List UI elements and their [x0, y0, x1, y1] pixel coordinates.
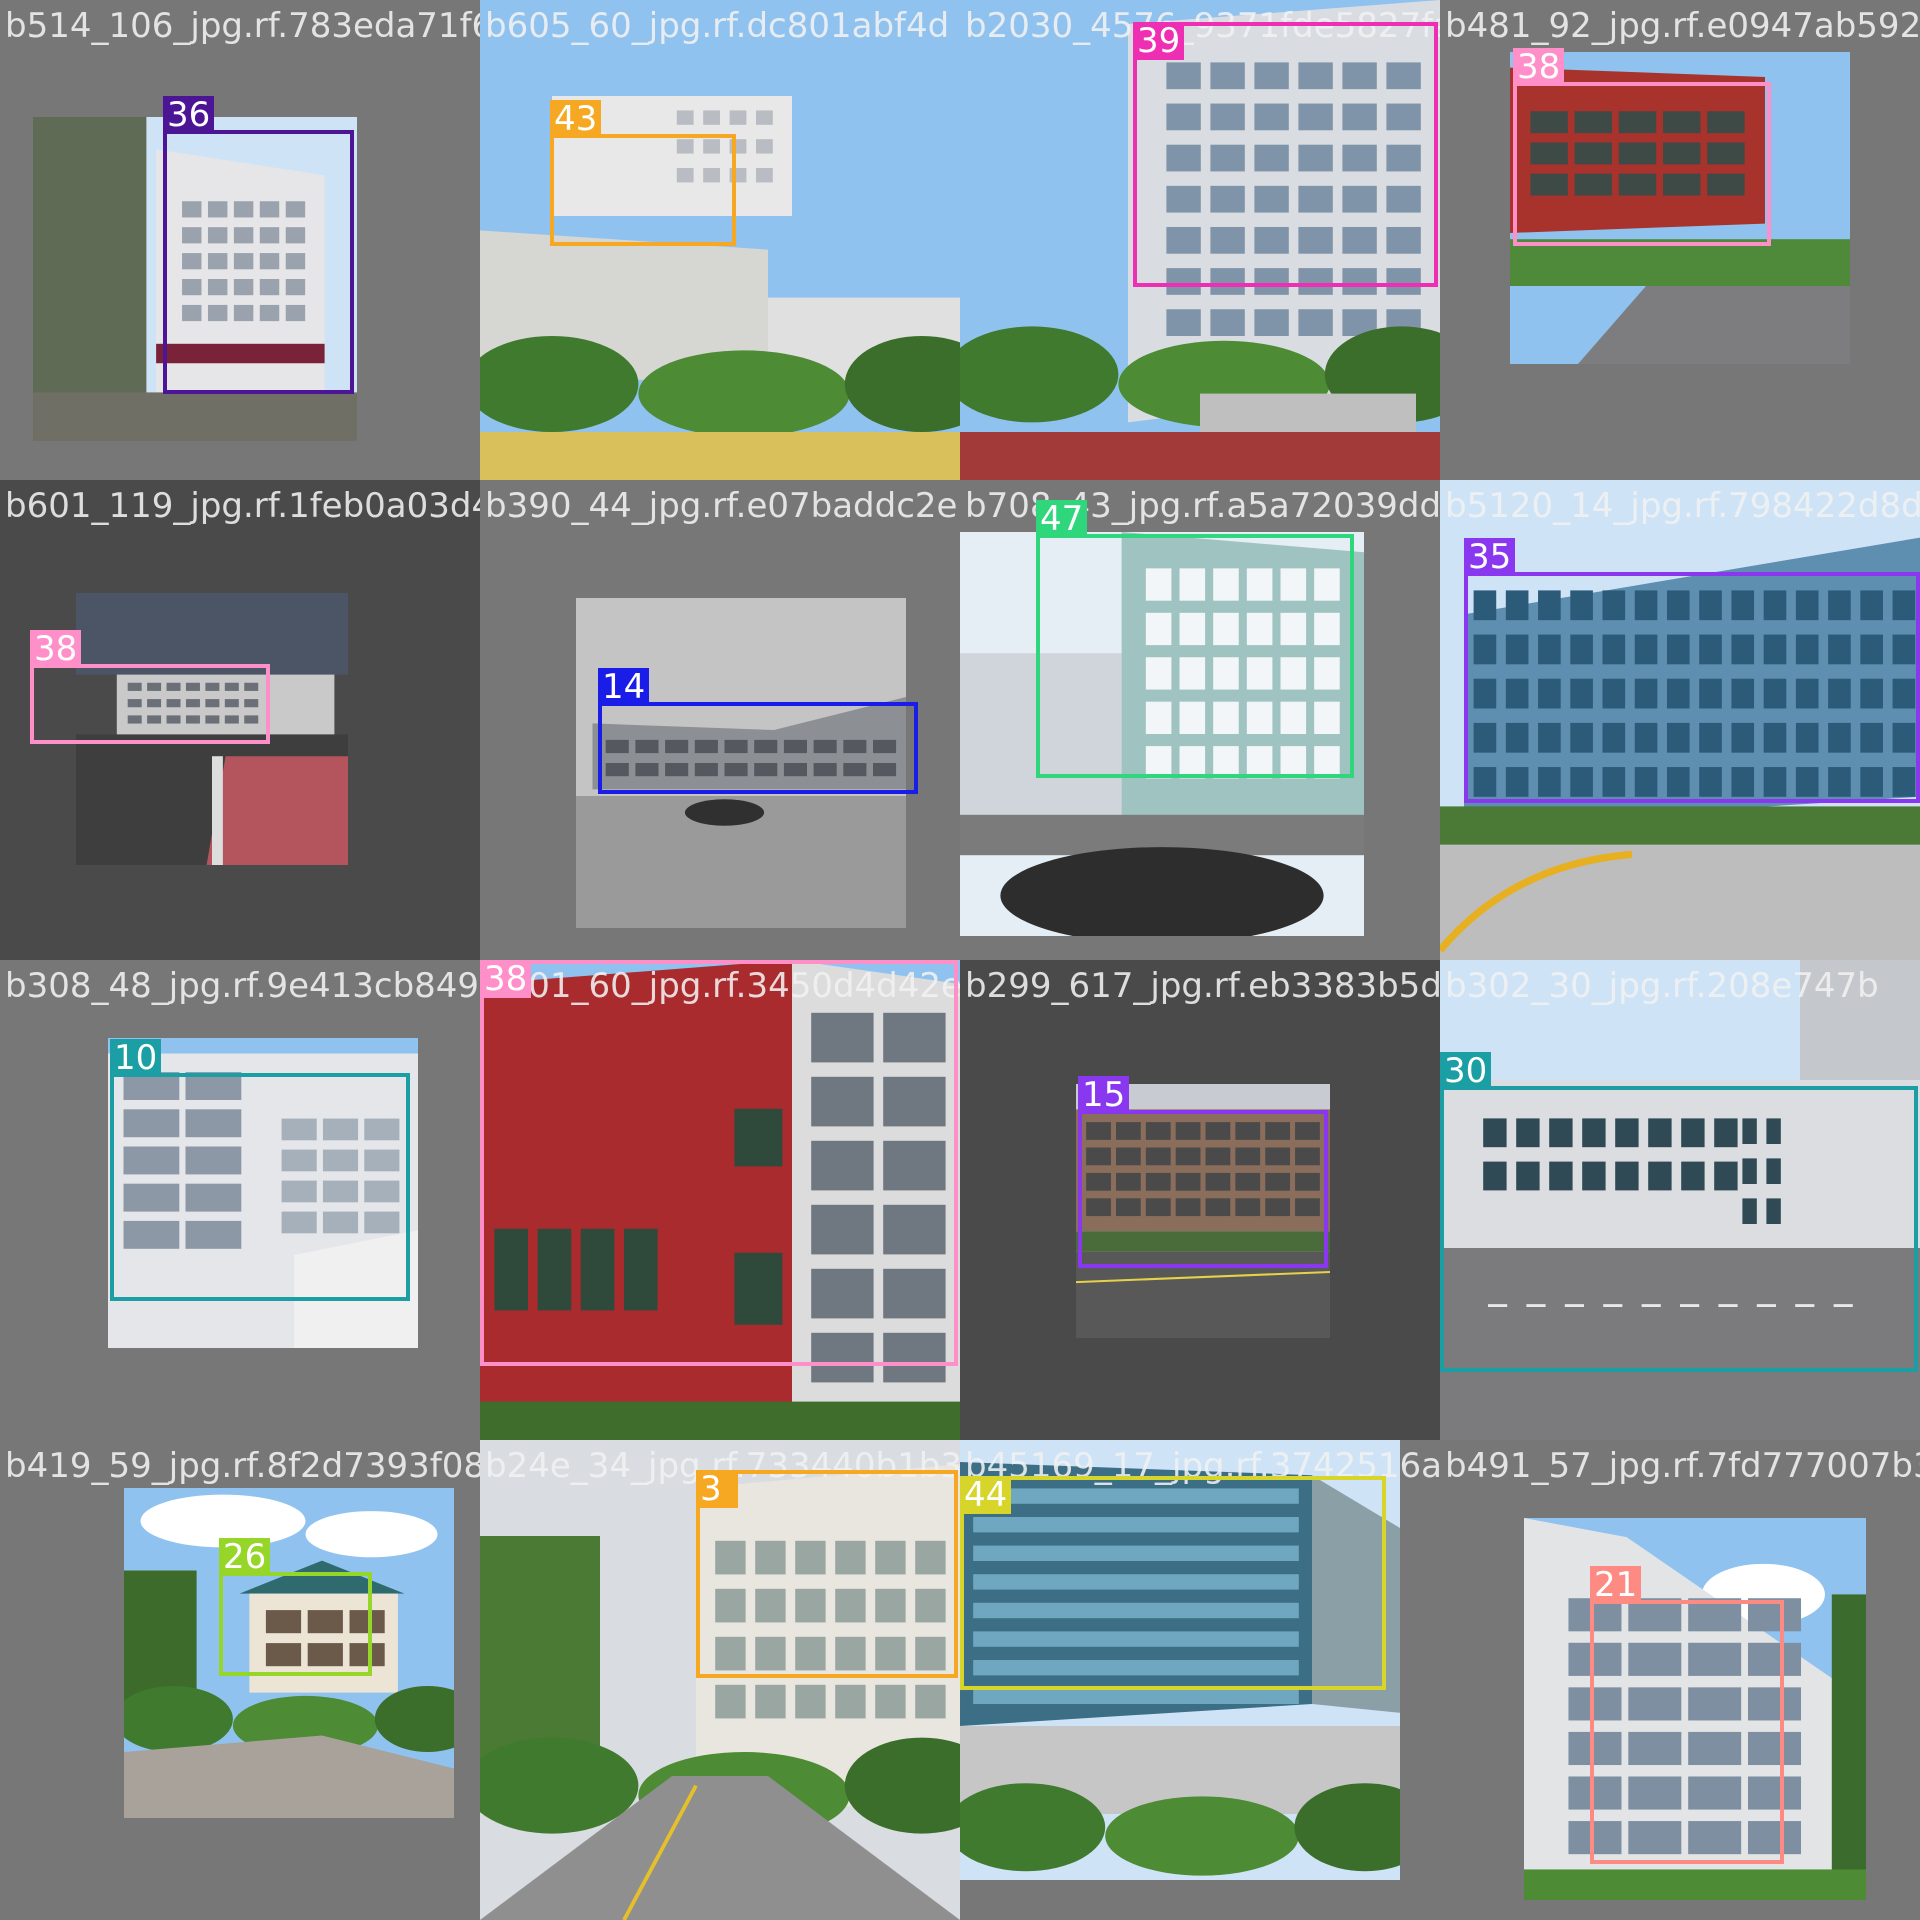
- mosaic-tile: b299_617_jpg.rf.eb3383b5da 15: [960, 960, 1440, 1440]
- building-photo: [480, 960, 960, 1440]
- building-photo: [33, 117, 357, 441]
- building-photo: [124, 1488, 454, 1818]
- class-label: 3: [696, 1470, 738, 1508]
- class-label: 30: [1440, 1052, 1492, 1090]
- image-filename: b302_30_jpg.rf.208e747b: [1445, 966, 1879, 1006]
- mosaic-tile: b605_60_jpg.rf.dc801abf4d 43: [480, 0, 960, 480]
- building-photo: [960, 532, 1364, 936]
- building-photo: [960, 0, 1440, 480]
- bounding-box: 35: [1464, 538, 1920, 803]
- image-filename: b601_60_jpg.rf.3450d4d42e: [485, 966, 960, 1006]
- class-label: 15: [1078, 1076, 1130, 1114]
- image-filename: b601_119_jpg.rf.1feb0a03d4e399c44994cf10…: [5, 486, 480, 526]
- image-filename: b605_60_jpg.rf.dc801abf4d: [485, 6, 950, 46]
- mosaic-tile: b2030_4576_9371fde5827fad 39: [960, 0, 1440, 480]
- bounding-box: 38: [480, 960, 958, 1366]
- class-label: 35: [1464, 538, 1516, 576]
- bounding-box: 38: [1513, 48, 1771, 246]
- class-label: 44: [960, 1476, 1012, 1514]
- mosaic-tile: b390_44_jpg.rf.e07baddc2e 14: [480, 480, 960, 960]
- image-filename: b5120_14_jpg.rf.798422d8d55: [1445, 486, 1920, 526]
- bounding-box: 21: [1590, 1566, 1784, 1864]
- mosaic-tile: b514_106_jpg.rf.783eda71f6b7f50_e0f7j122…: [0, 0, 480, 480]
- building-photo: [76, 593, 348, 865]
- mosaic-tile: b481_92_jpg.rf.e0947ab592 38: [1440, 0, 1920, 480]
- bounding-box: 36: [163, 96, 354, 394]
- class-label: 10: [110, 1039, 162, 1077]
- image-filename: b299_617_jpg.rf.eb3383b5da: [965, 966, 1440, 1006]
- bounding-box: 47: [1036, 500, 1354, 778]
- bounding-box: 14: [598, 668, 918, 794]
- mosaic-tile: b601_60_jpg.rf.3450d4d42e 38: [480, 960, 960, 1440]
- mosaic-tile: b45169_17_jpg.rf.3742516af4 44: [960, 1440, 1440, 1920]
- building-photo: [1440, 960, 1920, 1440]
- class-label: 38: [1513, 48, 1565, 86]
- bounding-box: 44: [960, 1476, 1386, 1690]
- building-photo: [960, 1440, 1400, 1880]
- mosaic-tile: b601_119_jpg.rf.1feb0a03d4e399c44994cf10…: [0, 480, 480, 960]
- class-label: 39: [1133, 22, 1185, 60]
- mosaic-tile: b708_43_jpg.rf.a5a72039ddfb 47: [960, 480, 1440, 960]
- bounding-box: 10: [110, 1039, 410, 1301]
- bounding-box: 39: [1133, 22, 1438, 287]
- bounding-box: 38: [30, 630, 270, 744]
- image-filename: b390_44_jpg.rf.e07baddc2e: [485, 486, 958, 526]
- class-label: 14: [598, 668, 650, 706]
- class-label: 36: [163, 96, 215, 134]
- image-filename: b514_106_jpg.rf.783eda71f6b7f50_e0f7j122…: [5, 6, 480, 46]
- bounding-box: 43: [550, 100, 736, 246]
- bounding-box: 26: [219, 1538, 372, 1676]
- bounding-box: 15: [1078, 1076, 1328, 1268]
- image-filename: b491_57_jpg.rf.7fd777007b39: [1445, 1446, 1920, 1486]
- class-label: 21: [1590, 1566, 1642, 1604]
- building-photo: [1440, 480, 1920, 960]
- mosaic-tile: b419_59_jpg.rf.8f2d7393f08b24e9a34e26173…: [0, 1440, 480, 1920]
- image-filename: b308_48_jpg.rf.9e413cb849b60_60_jpg.rf.d…: [5, 966, 480, 1006]
- building-photo: [1510, 52, 1850, 364]
- image-filename: b481_92_jpg.rf.e0947ab592: [1445, 6, 1920, 46]
- bounding-box: 30: [1440, 1052, 1918, 1372]
- class-label: 47: [1036, 500, 1088, 538]
- bounding-box: 3: [696, 1470, 958, 1678]
- building-photo: [480, 0, 960, 480]
- mosaic-tile: b491_57_jpg.rf.7fd777007b39 21: [1440, 1440, 1920, 1920]
- image-filename: b2030_4576_9371fde5827fad: [965, 6, 1440, 46]
- class-label: 38: [30, 630, 82, 668]
- building-photo: [1524, 1518, 1866, 1900]
- mosaic-tile: b302_30_jpg.rf.208e747b 30: [1440, 960, 1920, 1440]
- building-photo: [480, 1440, 960, 1920]
- class-label: 43: [550, 100, 602, 138]
- class-label: 26: [219, 1538, 271, 1576]
- building-photo: [576, 598, 906, 928]
- image-filename: b419_59_jpg.rf.8f2d7393f08b24e9a34e26173…: [5, 1446, 480, 1486]
- mosaic-tile: b24e_34_jpg.rf.733440b1b3 3: [480, 1440, 960, 1920]
- class-label: 38: [480, 960, 532, 998]
- mosaic-tile: b308_48_jpg.rf.9e413cb849b60_60_jpg.rf.d…: [0, 960, 480, 1440]
- mosaic-tile: b5120_14_jpg.rf.798422d8d55 35: [1440, 480, 1920, 960]
